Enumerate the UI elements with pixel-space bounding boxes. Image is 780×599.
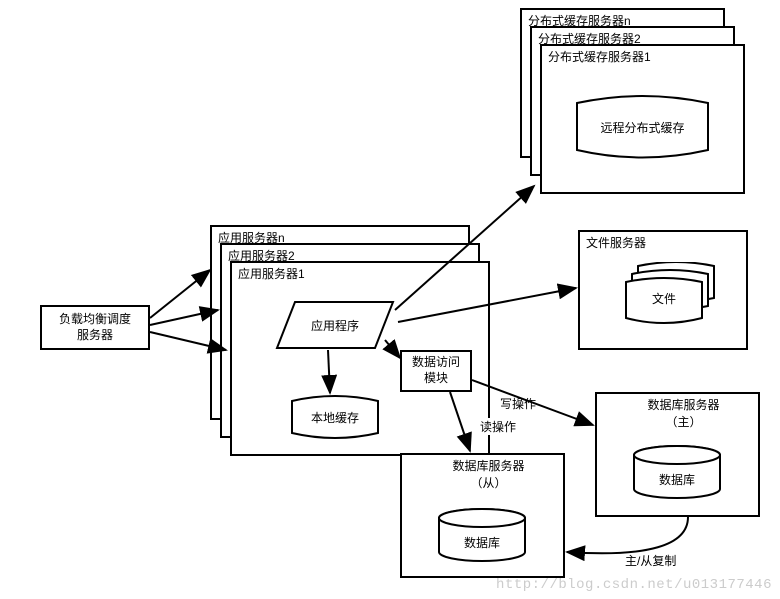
watermark-text: http://blog.csdn.net/u013177446	[496, 577, 772, 593]
file-server-label: 文件服务器	[580, 232, 652, 253]
write-edge-label: 写操作	[500, 395, 536, 412]
db-master-cyl-label: 数据库	[632, 471, 722, 488]
remote-cache-node: 远程分布式缓存	[575, 95, 710, 160]
load-balancer-node: 负载均衡调度 服务器	[40, 305, 150, 350]
app-program-label: 应用程序	[275, 300, 395, 350]
read-edge-label: 读操作	[480, 418, 516, 435]
app-program-node: 应用程序	[275, 300, 395, 350]
file-docs-node: 文件	[620, 262, 720, 332]
local-cache-label: 本地缓存	[290, 395, 380, 440]
app-server-1-label: 应用服务器1	[232, 263, 311, 284]
local-cache-node: 本地缓存	[290, 395, 380, 440]
data-access-module-label: 数据访问 模块	[412, 355, 460, 386]
db-slave-cyl-label: 数据库	[437, 534, 527, 551]
cache-server-1-label: 分布式缓存服务器1	[542, 46, 657, 67]
db-slave-label: 数据库服务器 （从）	[402, 455, 575, 493]
db-master-cylinder: 数据库	[632, 445, 722, 500]
db-slave-cylinder: 数据库	[437, 508, 527, 563]
db-master-label: 数据库服务器 （主）	[597, 394, 770, 432]
load-balancer-label: 负载均衡调度 服务器	[59, 312, 131, 343]
data-access-module-node: 数据访问 模块	[400, 350, 472, 392]
replication-edge-label: 主/从复制	[625, 552, 676, 569]
file-docs-label: 文件	[626, 290, 702, 307]
remote-cache-label: 远程分布式缓存	[575, 95, 710, 160]
